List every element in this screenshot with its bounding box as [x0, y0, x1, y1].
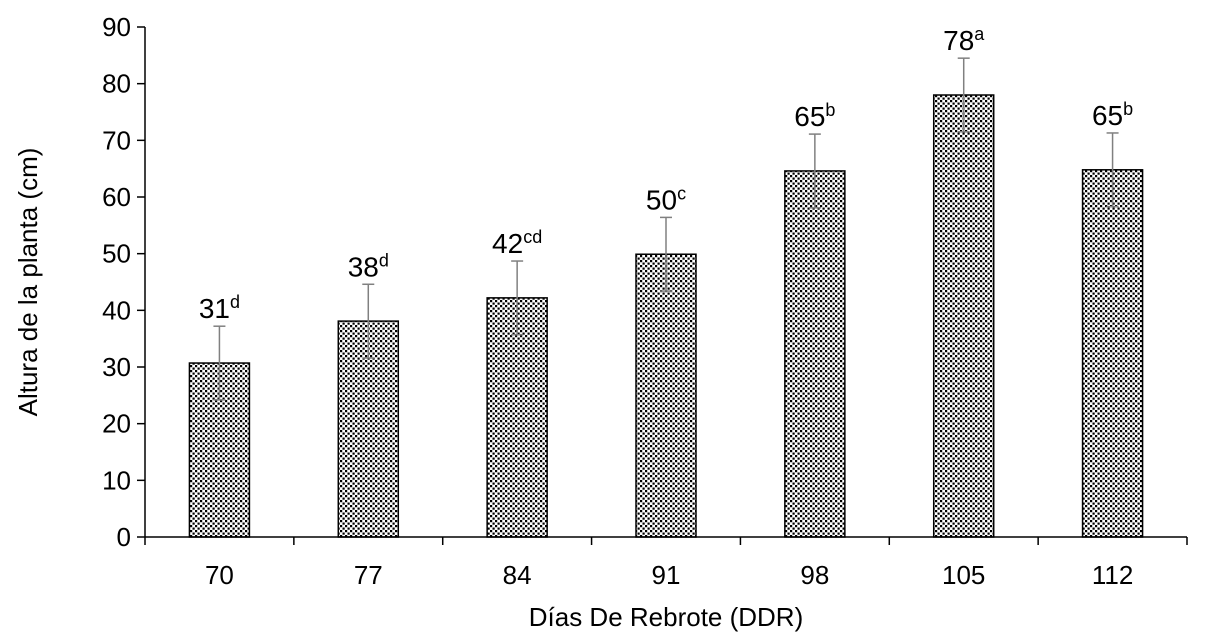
y-tick-label: 30: [102, 352, 131, 382]
y-tick-label: 0: [117, 522, 131, 552]
significance-letter: a: [974, 24, 985, 44]
data-label: 42cd: [492, 227, 542, 259]
y-tick-label: 90: [102, 12, 131, 42]
y-tick-label: 60: [102, 182, 131, 212]
significance-letter: b: [1123, 99, 1133, 119]
bar: [932, 94, 995, 538]
x-axis-ticks: 70 77 84 91 98 105 112: [144, 537, 1188, 590]
bar: [635, 253, 697, 538]
data-label: 50c: [646, 183, 686, 215]
y-tick-label: 40: [102, 295, 131, 325]
bars: [188, 94, 1144, 538]
y-tick-label: 10: [102, 465, 131, 495]
data-labels: 31d 38d 42cd 50c 65b 78a 65b: [199, 24, 1133, 324]
significance-letter: cd: [523, 227, 542, 247]
y-tick-label: 70: [102, 125, 131, 155]
x-tick-label: 77: [354, 560, 383, 590]
significance-letter: b: [825, 100, 835, 120]
y-tick-label: 20: [102, 409, 131, 439]
x-axis-title: Días De Rebrote (DDR): [529, 602, 804, 632]
y-axis-title: Altura de la planta (cm): [13, 148, 43, 417]
y-tick-label: 80: [102, 69, 131, 99]
x-tick-label: 91: [652, 560, 681, 590]
y-axis-ticks: 0 10 20 30 40 50 60 70 80 90: [102, 12, 145, 552]
x-tick-label: 98: [800, 560, 829, 590]
y-tick-label: 50: [102, 239, 131, 269]
bar: [784, 170, 846, 538]
x-tick-label: 105: [942, 560, 985, 590]
error-bars: [213, 57, 1119, 401]
significance-letter: d: [379, 250, 389, 270]
data-label: 31d: [199, 292, 240, 324]
bar: [1081, 169, 1144, 538]
x-tick-label: 112: [1092, 560, 1133, 590]
x-tick-label: 70: [205, 560, 234, 590]
data-label: 78a: [943, 24, 985, 56]
significance-letter: d: [230, 292, 240, 312]
data-label: 38d: [348, 250, 389, 282]
data-label: 65b: [794, 100, 835, 132]
significance-letter: c: [677, 183, 686, 203]
x-tick-label: 84: [503, 560, 532, 590]
data-label: 65b: [1092, 99, 1133, 131]
